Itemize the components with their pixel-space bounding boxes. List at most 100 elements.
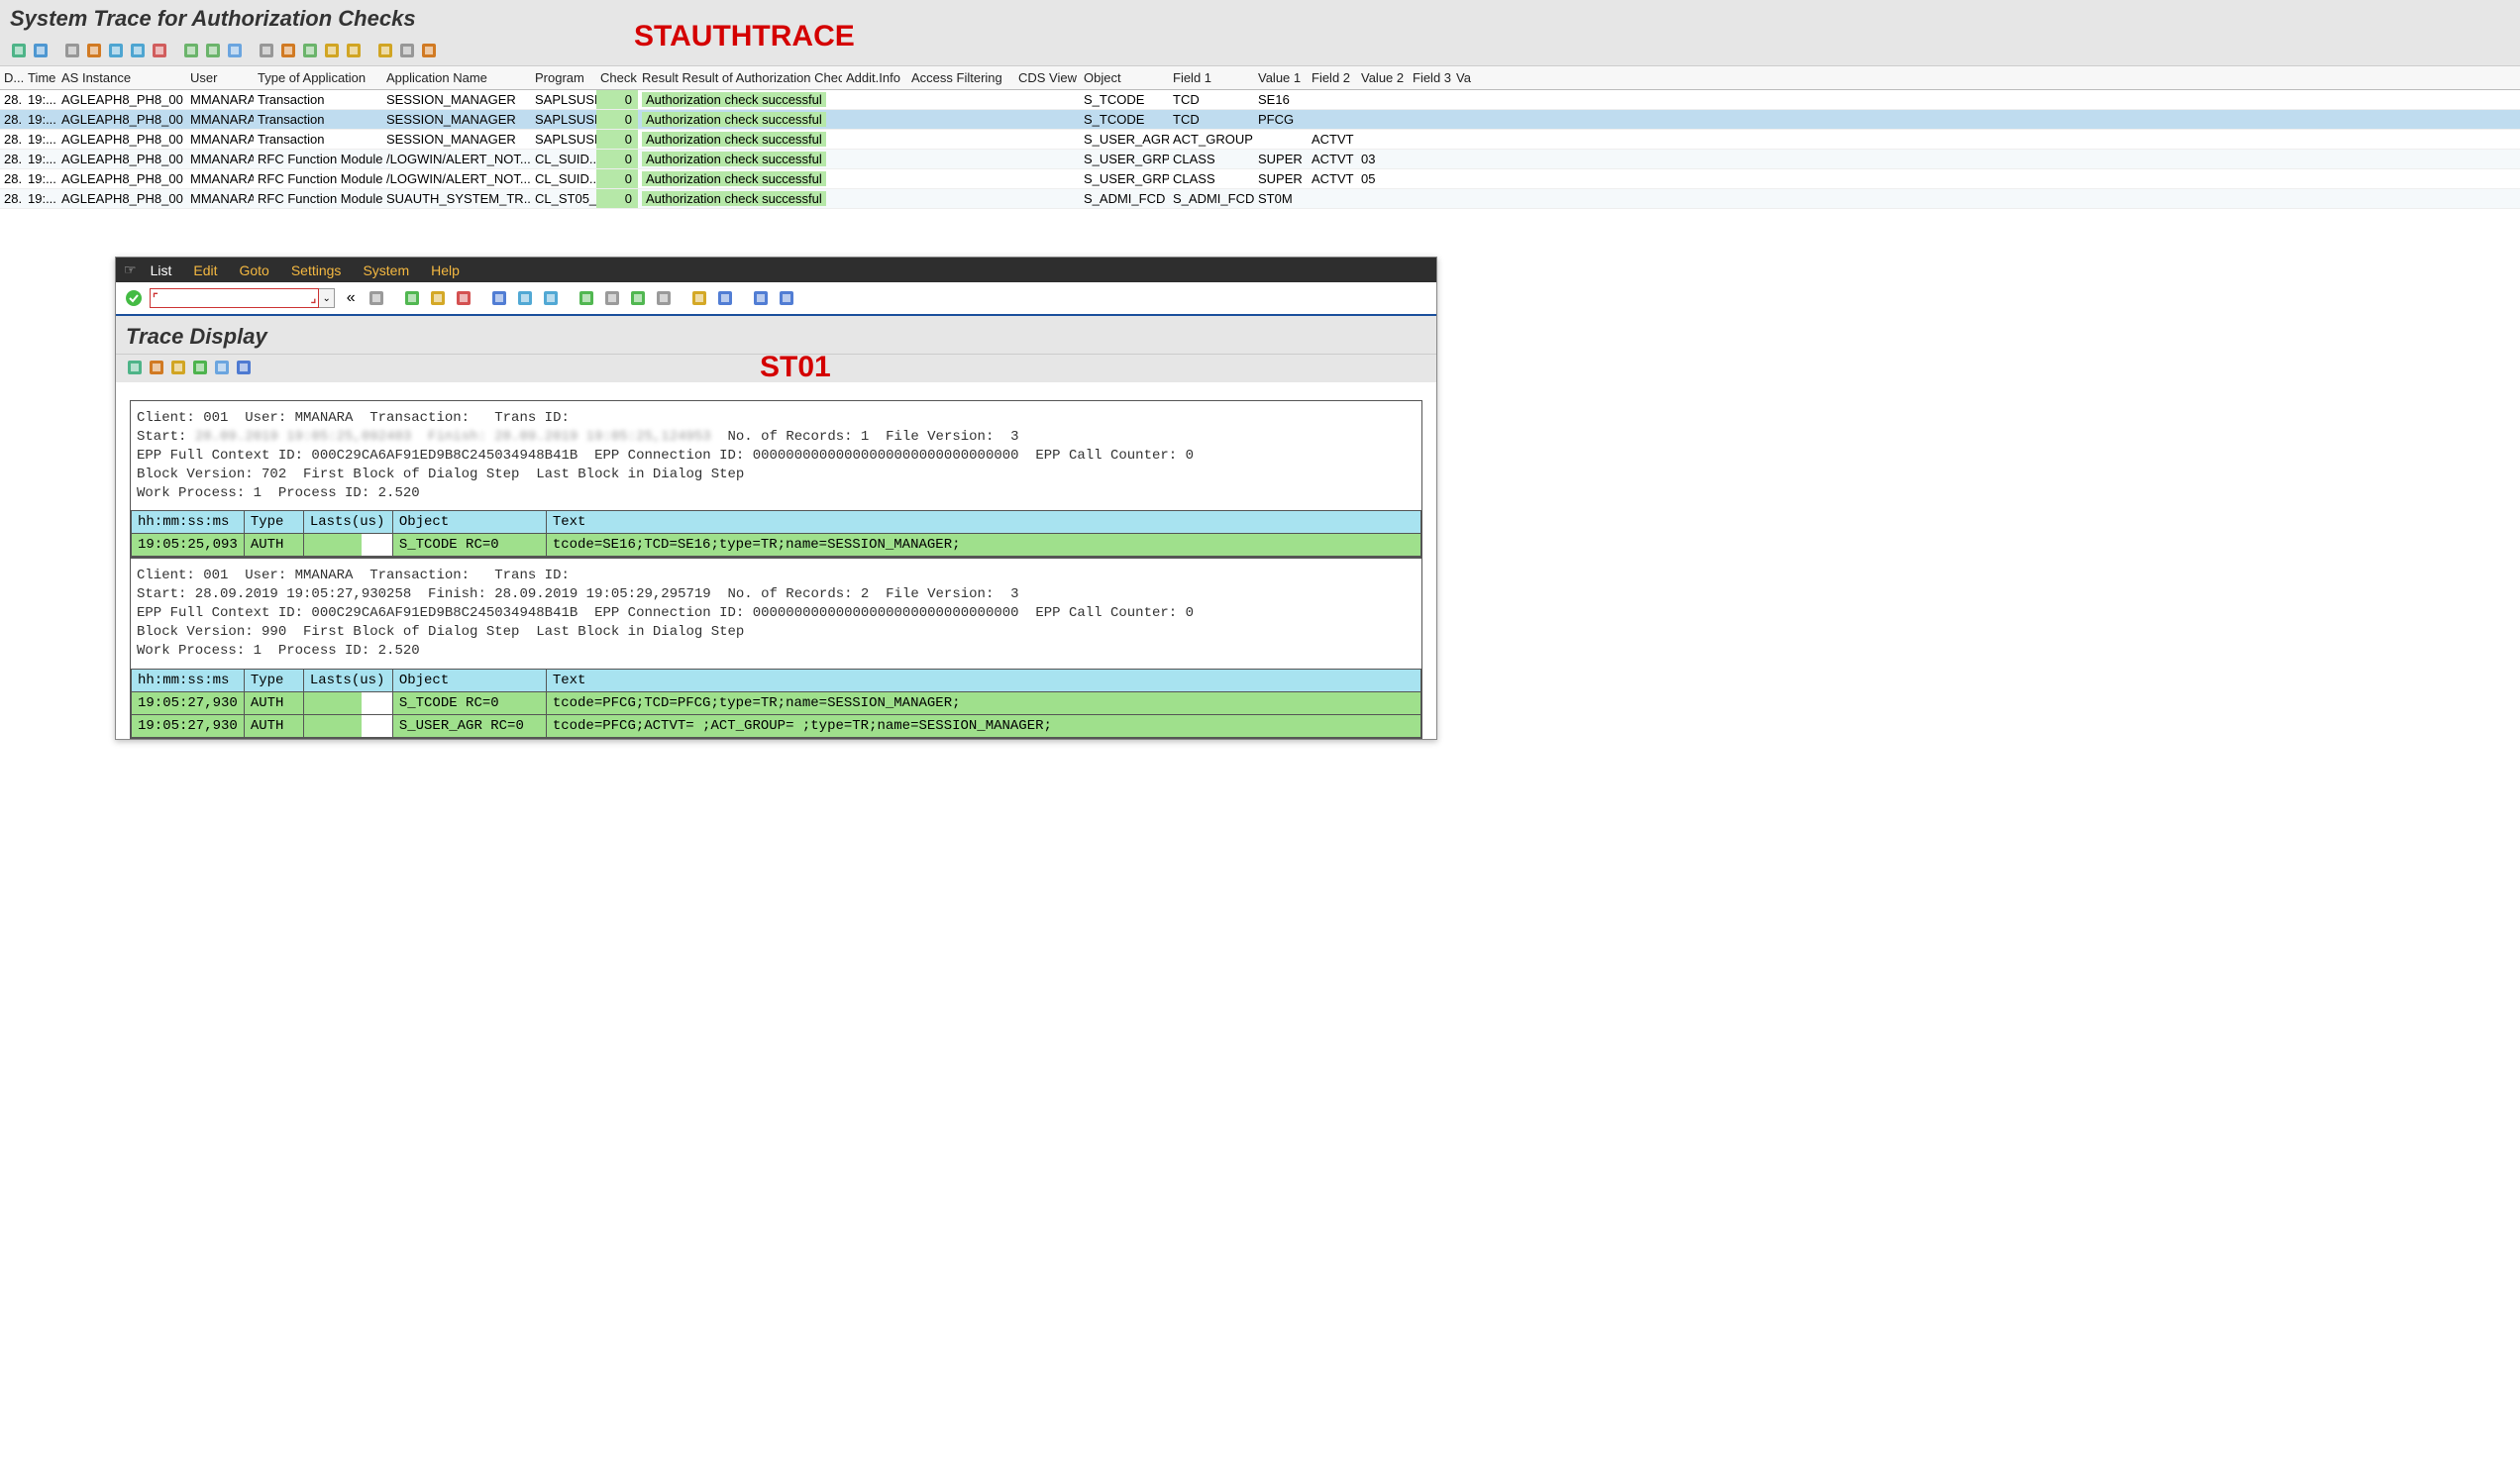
col-c-prog[interactable]: Program <box>531 66 596 89</box>
auth-grid-row[interactable]: 28.19:...AGLEAPH8_PH8_00MMANARARFC Funct… <box>0 169 2520 189</box>
layout-icon[interactable] <box>715 288 735 308</box>
col-c-addit[interactable]: Addit.Info <box>842 66 907 89</box>
trace-table: hh:mm:ss:msTypeLasts(us)ObjectText19:05:… <box>131 669 1421 738</box>
trace-col: Lasts(us) <box>303 511 392 534</box>
details-icon[interactable] <box>126 359 144 376</box>
col-c-check[interactable]: Check <box>596 66 638 89</box>
col-c-result[interactable]: Result Result of Authorization Check <box>638 66 842 89</box>
cell <box>842 169 907 188</box>
cell <box>842 189 907 208</box>
abc-icon[interactable] <box>85 42 103 59</box>
settings-icon[interactable] <box>345 42 363 59</box>
cell: TCD <box>1169 90 1254 109</box>
sort-asc-icon[interactable] <box>182 42 200 59</box>
command-dropdown-icon[interactable]: ⌄ <box>319 288 335 308</box>
col-c-user[interactable]: User <box>186 66 254 89</box>
cell <box>1014 90 1080 109</box>
info-icon[interactable] <box>235 359 253 376</box>
col-c-f3[interactable]: Field 3 <box>1409 66 1452 89</box>
menu-list[interactable]: List <box>151 262 172 278</box>
grid2-icon[interactable] <box>398 42 416 59</box>
user-icon[interactable] <box>151 42 168 59</box>
col-c-app[interactable]: Application Name <box>382 66 531 89</box>
screen-icon[interactable] <box>777 288 796 308</box>
grid1-icon[interactable] <box>376 42 394 59</box>
export-icon[interactable] <box>63 42 81 59</box>
save-icon[interactable] <box>367 288 386 308</box>
cell: S_USER_GRP <box>1080 169 1169 188</box>
command-field[interactable]: ⌜⌟ <box>150 288 319 308</box>
cell <box>842 90 907 109</box>
find-next-icon[interactable] <box>129 42 147 59</box>
menu-settings[interactable]: Settings <box>291 262 342 278</box>
nav-cancel-icon[interactable] <box>454 288 473 308</box>
cell: MMANARA <box>186 130 254 149</box>
col-c-time[interactable]: Time <box>24 66 57 89</box>
cell: TCD <box>1169 110 1254 129</box>
cell <box>1357 130 1409 149</box>
col-c-access[interactable]: Access Filtering <box>907 66 1014 89</box>
auth-grid-row[interactable]: 28.19:...AGLEAPH8_PH8_00MMANARARFC Funct… <box>0 150 2520 169</box>
auth-grid-row[interactable]: 28.19:...AGLEAPH8_PH8_00MMANARATransacti… <box>0 110 2520 130</box>
stauthtrace-header: System Trace for Authorization Checks ST… <box>0 0 2520 66</box>
cell: SAPLSUSE <box>531 90 596 109</box>
back-icon[interactable] <box>169 359 187 376</box>
col-c-toa[interactable]: Type of Application <box>254 66 382 89</box>
col-c-date[interactable]: D... <box>0 66 24 89</box>
col-c-f1[interactable]: Field 1 <box>1169 66 1254 89</box>
cell: Authorization check successful <box>638 150 842 168</box>
auth-grid-row[interactable]: 28.19:...AGLEAPH8_PH8_00MMANARATransacti… <box>0 130 2520 150</box>
first-icon[interactable] <box>577 288 596 308</box>
back-double-icon[interactable]: « <box>341 288 361 308</box>
menu-edit[interactable]: Edit <box>193 262 217 278</box>
cell <box>1452 110 1476 129</box>
sort-desc-icon[interactable] <box>204 42 222 59</box>
menu-system[interactable]: System <box>363 262 409 278</box>
cell: AGLEAPH8_PH8_00 <box>57 110 186 129</box>
find-next-icon[interactable] <box>541 288 561 308</box>
nav-back-icon[interactable] <box>402 288 422 308</box>
refresh-icon[interactable] <box>32 42 50 59</box>
mail-icon[interactable] <box>323 42 341 59</box>
cell: Authorization check successful <box>638 90 842 109</box>
col-c-inst[interactable]: AS Instance <box>57 66 186 89</box>
copy-icon[interactable] <box>301 42 319 59</box>
prev-icon[interactable] <box>602 288 622 308</box>
cell: 19:... <box>24 189 57 208</box>
cell: 19:... <box>24 90 57 109</box>
last-icon[interactable] <box>654 288 674 308</box>
help-icon[interactable] <box>751 288 771 308</box>
col-c-obj[interactable]: Object <box>1080 66 1169 89</box>
swap-icon[interactable] <box>279 42 297 59</box>
nav-exit-icon[interactable] <box>428 288 448 308</box>
find-icon[interactable] <box>107 42 125 59</box>
cell: 28. <box>0 189 24 208</box>
find-icon[interactable] <box>515 288 535 308</box>
col-c-v1[interactable]: Value 1 <box>1254 66 1308 89</box>
cell <box>907 90 1014 109</box>
col-c-va[interactable]: Va <box>1452 66 1476 89</box>
auth-grid-row[interactable]: 28.19:...AGLEAPH8_PH8_00MMANARARFC Funct… <box>0 189 2520 209</box>
auth-grid-row[interactable]: 28.19:...AGLEAPH8_PH8_00MMANARATransacti… <box>0 90 2520 110</box>
col-c-cds[interactable]: CDS View <box>1014 66 1080 89</box>
menu-goto[interactable]: Goto <box>239 262 268 278</box>
col-c-f2[interactable]: Field 2 <box>1308 66 1357 89</box>
sheet-icon[interactable] <box>258 42 275 59</box>
forward-icon[interactable] <box>191 359 209 376</box>
filter-icon[interactable] <box>213 359 231 376</box>
ok-icon[interactable] <box>124 288 144 308</box>
command-input[interactable] <box>160 289 309 307</box>
trace-row[interactable]: 19:05:27,930AUTHS_TCODE RC=0tcode=PFCG;T… <box>132 691 1421 714</box>
filter-icon[interactable] <box>226 42 244 59</box>
details-icon[interactable] <box>10 42 28 59</box>
cell: S_TCODE <box>1080 90 1169 109</box>
trace-row[interactable]: 19:05:25,093AUTHS_TCODE RC=0tcode=SE16;T… <box>132 534 1421 557</box>
next-icon[interactable] <box>628 288 648 308</box>
swap-icon[interactable] <box>148 359 165 376</box>
print-icon[interactable] <box>489 288 509 308</box>
trace-row[interactable]: 19:05:27,930AUTHS_USER_AGR RC=0tcode=PFC… <box>132 714 1421 737</box>
menu-help[interactable]: Help <box>431 262 460 278</box>
grid3-icon[interactable] <box>420 42 438 59</box>
new-win-icon[interactable] <box>689 288 709 308</box>
col-c-v2[interactable]: Value 2 <box>1357 66 1409 89</box>
